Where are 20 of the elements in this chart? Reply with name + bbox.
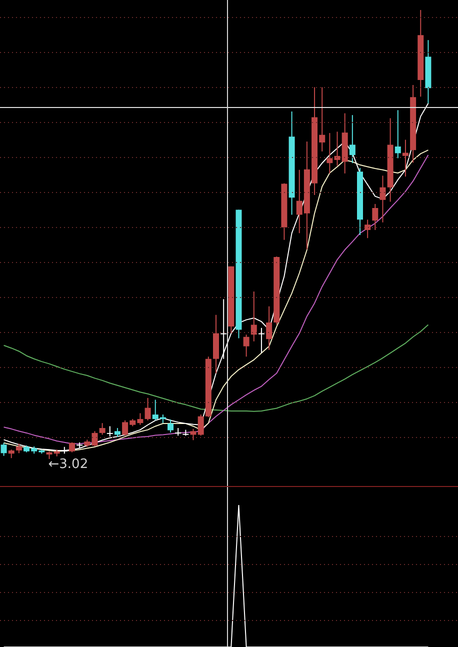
candlestick	[402, 139, 408, 178]
candlestick	[220, 298, 227, 360]
candlestick	[0, 442, 7, 456]
candlestick	[380, 175, 386, 223]
candlestick	[243, 334, 250, 358]
candlestick	[394, 110, 401, 159]
candlestick	[372, 203, 378, 231]
candlestick	[106, 426, 113, 438]
candlestick	[266, 306, 272, 350]
candlestick	[258, 327, 264, 354]
candlestick	[349, 114, 356, 164]
candlestick	[168, 418, 174, 434]
candlestick	[16, 443, 22, 454]
annotation: ←3.02	[48, 456, 88, 472]
candlestick	[364, 219, 371, 239]
candlestick	[326, 132, 333, 174]
candlestick	[144, 397, 151, 421]
candlestick	[99, 422, 106, 436]
candlestick	[250, 291, 257, 342]
candlestick	[69, 442, 75, 453]
